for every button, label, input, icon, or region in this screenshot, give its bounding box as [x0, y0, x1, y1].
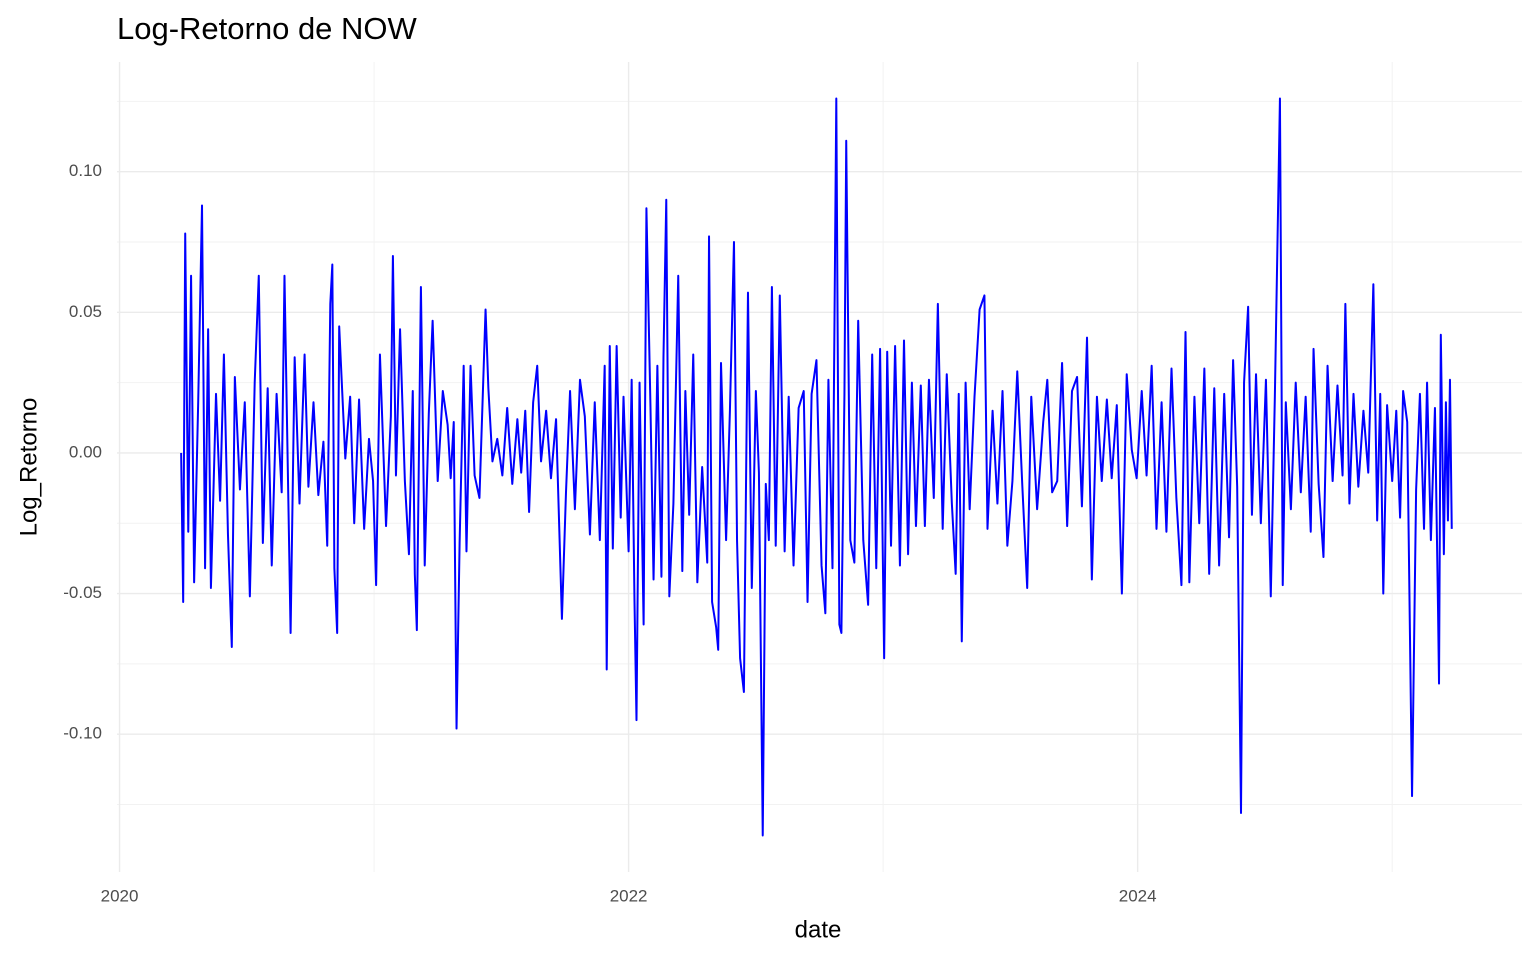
plot-area: [180, 97, 1453, 837]
x-tick-label: 2024: [1119, 886, 1157, 905]
y-axis-title: Log_Retorno: [15, 398, 42, 537]
y-tick-label: 0.10: [69, 161, 102, 180]
x-tick-label: 2020: [101, 886, 139, 905]
chart-title: Log-Retorno de NOW: [117, 11, 418, 46]
x-axis-title: date: [795, 916, 842, 943]
y-tick-label: 0.00: [69, 442, 102, 461]
y-tick-label: 0.05: [69, 302, 102, 321]
data-line: [180, 97, 1453, 837]
x-tick-label: 2022: [610, 886, 648, 905]
y-tick-label: -0.10: [63, 724, 102, 743]
y-tick-label: -0.05: [63, 583, 102, 602]
